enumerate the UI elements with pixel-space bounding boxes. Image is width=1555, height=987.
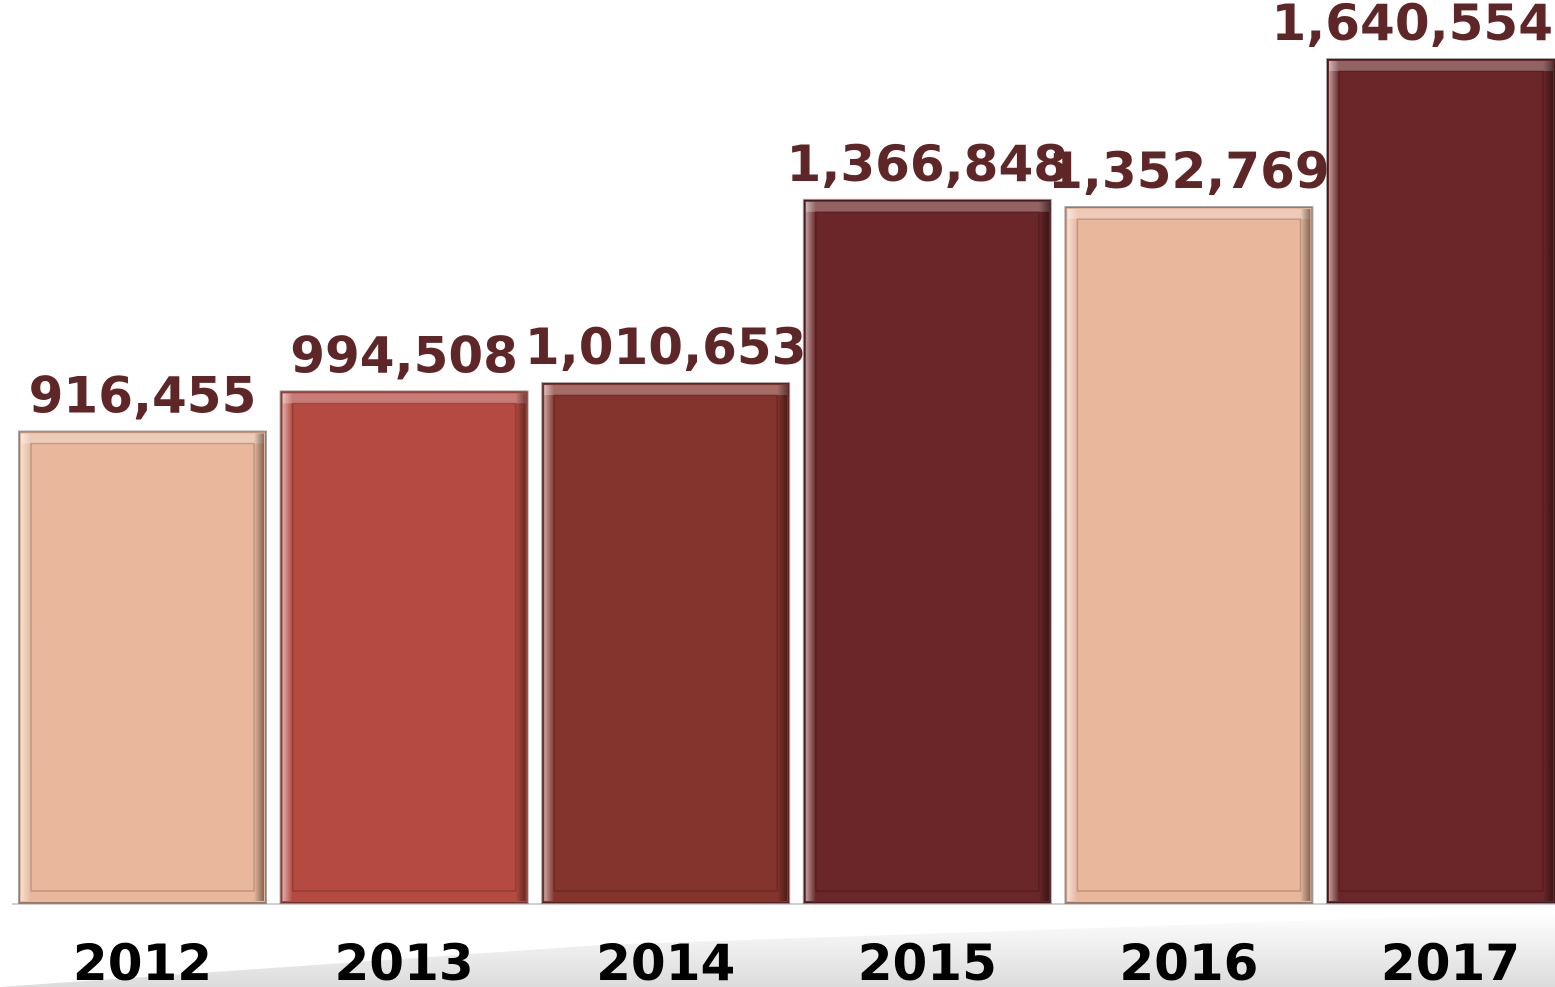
category-label-2014: 2014 — [596, 934, 735, 987]
value-labels-group: 916,455 994,508 1,010,653 1,366,8481,352,76… — [29, 0, 1553, 425]
bar-2017 — [1326, 58, 1555, 904]
bar-highlight-2015 — [805, 201, 816, 901]
value-label-2013: 994,508 — [290, 326, 518, 384]
bar-highlight-2016 — [1067, 209, 1078, 902]
bar-2013 — [279, 390, 529, 904]
bar-inner-border-2016 — [1076, 218, 1302, 892]
bar-inner-border-2012 — [30, 442, 255, 892]
bar-2014 — [541, 382, 791, 904]
bar-highlight-2012 — [21, 433, 31, 901]
bar-top-bevel-2017 — [1329, 61, 1553, 71]
category-label-2016: 2016 — [1119, 934, 1258, 987]
bars-group — [18, 58, 1555, 905]
bar-shadow-2012 — [254, 433, 264, 901]
bar-top-bevel-2015 — [805, 201, 1049, 212]
bar-2016 — [1064, 206, 1314, 905]
bar-highlight-2014 — [544, 385, 555, 901]
category-label-2013: 2013 — [335, 934, 474, 987]
bar-2015 — [802, 198, 1052, 904]
value-label-2015: 1,366,848 — [787, 135, 1069, 193]
value-label-2016: 1,352,769 — [1048, 142, 1330, 200]
bar-shadow-2014 — [777, 385, 788, 901]
bar-inner-border-2015 — [815, 211, 1040, 892]
category-label-2017: 2017 — [1381, 934, 1520, 987]
value-label-2014: 1,010,653 — [525, 318, 807, 376]
bar-shadow-2016 — [1300, 209, 1311, 902]
bar-top-bevel-2014 — [544, 385, 788, 396]
value-label-2017: 1,640,554 — [1271, 0, 1553, 52]
category-label-2015: 2015 — [858, 934, 997, 987]
bar-highlight-2017 — [1329, 61, 1339, 901]
bar-2012 — [18, 430, 267, 904]
bar-top-bevel-2013 — [282, 393, 526, 404]
bar-inner-border-2013 — [291, 402, 517, 892]
bar-highlight-2013 — [282, 393, 293, 901]
bar-shadow-2017 — [1543, 61, 1553, 901]
category-label-2012: 2012 — [73, 934, 212, 987]
bar-top-bevel-2012 — [21, 433, 264, 444]
value-label-2012: 916,455 — [29, 367, 257, 425]
floor-shading — [0, 912, 1555, 987]
bar-shadow-2015 — [1038, 201, 1049, 901]
bar-inner-border-2014 — [553, 394, 778, 892]
bar-top-bevel-2016 — [1067, 209, 1311, 220]
bar-inner-border-2017 — [1338, 70, 1544, 892]
bar-shadow-2013 — [515, 393, 526, 901]
category-labels-group: 2012 2013 2014 2015 2016 2017 — [73, 934, 1520, 987]
